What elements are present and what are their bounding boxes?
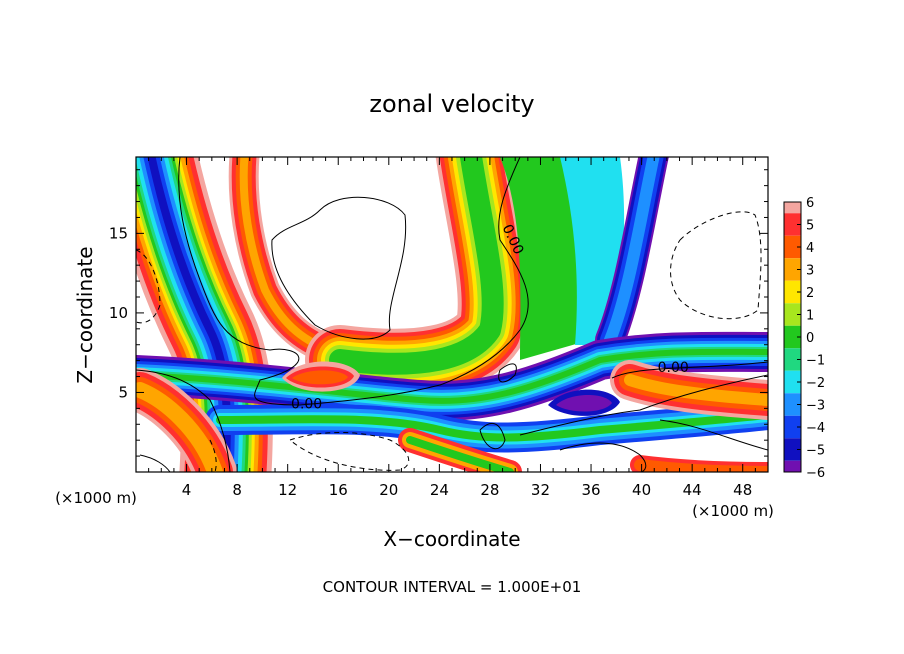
field-band (329, 157, 504, 375)
x-axis: 4 8 12 16 20 24 28 32 36 40 44 48 (148, 157, 756, 499)
colorbar-swatch (784, 213, 801, 225)
colorbar-tick-label: 3 (806, 264, 814, 279)
x-unit-label-right: (×1000 m) (692, 502, 774, 520)
colorbar-swatch (784, 292, 801, 304)
contour-line (559, 442, 647, 472)
colorbar-swatch (784, 438, 801, 450)
contour-lines (136, 157, 768, 472)
colorbar-swatch (784, 348, 801, 360)
colorbar-swatch (784, 449, 801, 461)
x-tick-label: 28 (480, 481, 499, 499)
colorbar-swatch (784, 224, 801, 236)
colorbar-tick-label: −1 (806, 354, 825, 369)
x-tick-label: 12 (278, 481, 297, 499)
colorbar-swatch (784, 303, 801, 315)
colorbar-swatch (784, 269, 801, 281)
x-unit-label-left: (×1000 m) (55, 489, 137, 507)
colorbar-swatch (784, 415, 801, 427)
y-tick-label: 5 (118, 383, 128, 401)
colorbar-swatch (784, 370, 801, 382)
field-band (136, 382, 223, 472)
colorbar-tick-label: 2 (806, 286, 814, 301)
contour-line (659, 419, 768, 451)
y-tick-label: 15 (109, 224, 128, 242)
colorbar-swatch (784, 393, 801, 405)
colorbar-tick-label: −2 (806, 376, 825, 391)
field-band (406, 436, 514, 472)
velocity-field (136, 157, 768, 472)
contour-line (289, 432, 410, 471)
colorbar-swatch (784, 460, 801, 472)
contour-line (139, 454, 171, 472)
x-tick-label: 16 (329, 481, 348, 499)
y-axis-title: Z−coordinate (73, 246, 97, 383)
colorbar-tick-label: 5 (806, 219, 814, 234)
colorbar-swatch (784, 382, 801, 394)
colorbar-swatch (784, 404, 801, 416)
contour-label: 0.00 (658, 360, 689, 376)
colorbar-tick-label: −4 (806, 421, 825, 436)
contour-line (271, 196, 407, 340)
x-tick-label: 40 (632, 481, 651, 499)
negative-contour-lines (136, 211, 762, 472)
contour-line (611, 361, 768, 379)
colorbar-swatch (784, 359, 801, 371)
field-patch (292, 370, 348, 385)
colorbar-tick-label: 6 (806, 196, 814, 211)
contour-line (479, 422, 506, 450)
contour-line (136, 369, 231, 472)
colorbar-swatch (784, 258, 801, 270)
y-tick-label: 10 (109, 304, 128, 322)
colorbar-swatch (784, 280, 801, 292)
colorbar-tick-label: 4 (806, 241, 814, 256)
field-band (216, 411, 768, 442)
field-band (239, 157, 334, 354)
contour-line (209, 439, 217, 472)
contour-line (498, 363, 517, 383)
colorbar-swatch (784, 247, 801, 259)
y-axis: 5 10 15 (109, 169, 768, 457)
field-band (136, 348, 768, 404)
colorbar-swatch (784, 235, 801, 247)
x-axis-title: X−coordinate (383, 527, 520, 551)
field-patch (556, 394, 612, 412)
colorbar: 6 5 4 3 2 1 0 −1 −2 −3 −4 −5 −6 (783, 196, 825, 481)
contour-line (519, 374, 768, 436)
contour-line (670, 211, 762, 320)
x-tick-label: 24 (430, 481, 449, 499)
colorbar-tick-label: 1 (806, 309, 814, 324)
field-band (604, 157, 660, 346)
contour-label: 0.00 (291, 396, 322, 412)
colorbar-swatch (784, 314, 801, 326)
field-band (634, 459, 768, 472)
x-tick-label: 44 (683, 481, 702, 499)
colorbar-tick-label: −3 (806, 399, 825, 414)
colorbar-tick-label: −5 (806, 444, 825, 459)
contour-interval-note: CONTOUR INTERVAL = 1.000E+01 (323, 578, 582, 596)
colorbar-swatch (784, 325, 801, 337)
colorbar-swatch (784, 427, 801, 439)
field-band (624, 374, 768, 406)
x-tick-label: 20 (379, 481, 398, 499)
contour-line (178, 157, 529, 406)
colorbar-swatch (784, 202, 801, 214)
contour-line (136, 249, 161, 324)
chart-title: zonal velocity (369, 90, 534, 118)
colorbar-tick-label: 0 (806, 331, 814, 346)
colorbar-swatch (784, 337, 801, 349)
x-tick-label: 4 (182, 481, 192, 499)
x-tick-label: 8 (232, 481, 242, 499)
colorbar-tick-label: −6 (806, 466, 825, 481)
x-tick-label: 32 (531, 481, 550, 499)
x-tick-label: 48 (733, 481, 752, 499)
x-tick-label: 36 (581, 481, 600, 499)
